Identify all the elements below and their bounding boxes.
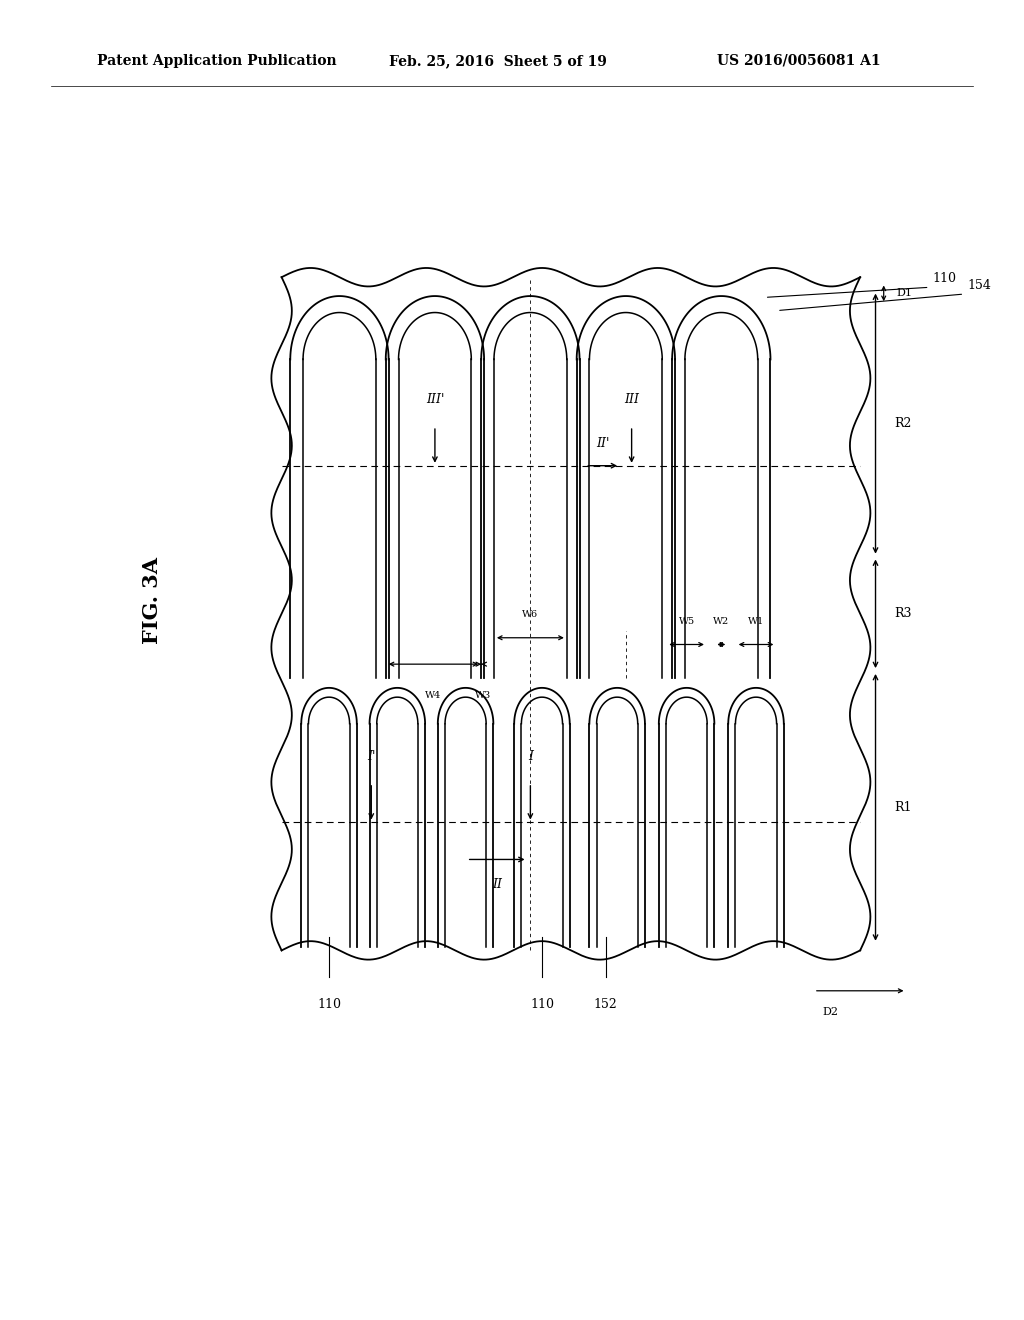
Text: R1: R1: [894, 801, 911, 814]
Text: W3: W3: [474, 690, 490, 700]
Text: Patent Application Publication: Patent Application Publication: [97, 54, 337, 67]
Text: W5: W5: [679, 616, 694, 626]
Text: D2: D2: [822, 1007, 838, 1016]
Text: I: I: [528, 750, 532, 763]
Text: 110: 110: [933, 272, 956, 285]
Text: D1: D1: [896, 288, 912, 298]
Text: W2: W2: [713, 616, 729, 626]
Text: II': II': [596, 437, 609, 450]
Text: III: III: [625, 393, 639, 407]
Text: US 2016/0056081 A1: US 2016/0056081 A1: [717, 54, 881, 67]
Text: I': I': [367, 750, 376, 763]
Text: II: II: [493, 878, 502, 891]
Text: W4: W4: [425, 690, 441, 700]
Text: 110: 110: [530, 998, 554, 1011]
Text: Feb. 25, 2016  Sheet 5 of 19: Feb. 25, 2016 Sheet 5 of 19: [389, 54, 607, 67]
Text: 154: 154: [968, 279, 991, 292]
Text: W1: W1: [748, 616, 764, 626]
Text: 152: 152: [594, 998, 617, 1011]
Text: R2: R2: [894, 417, 911, 430]
Text: W6: W6: [522, 610, 539, 619]
Text: III': III': [426, 393, 444, 407]
Text: 110: 110: [317, 998, 341, 1011]
Text: R3: R3: [894, 607, 911, 620]
Text: FIG. 3A: FIG. 3A: [141, 557, 162, 644]
